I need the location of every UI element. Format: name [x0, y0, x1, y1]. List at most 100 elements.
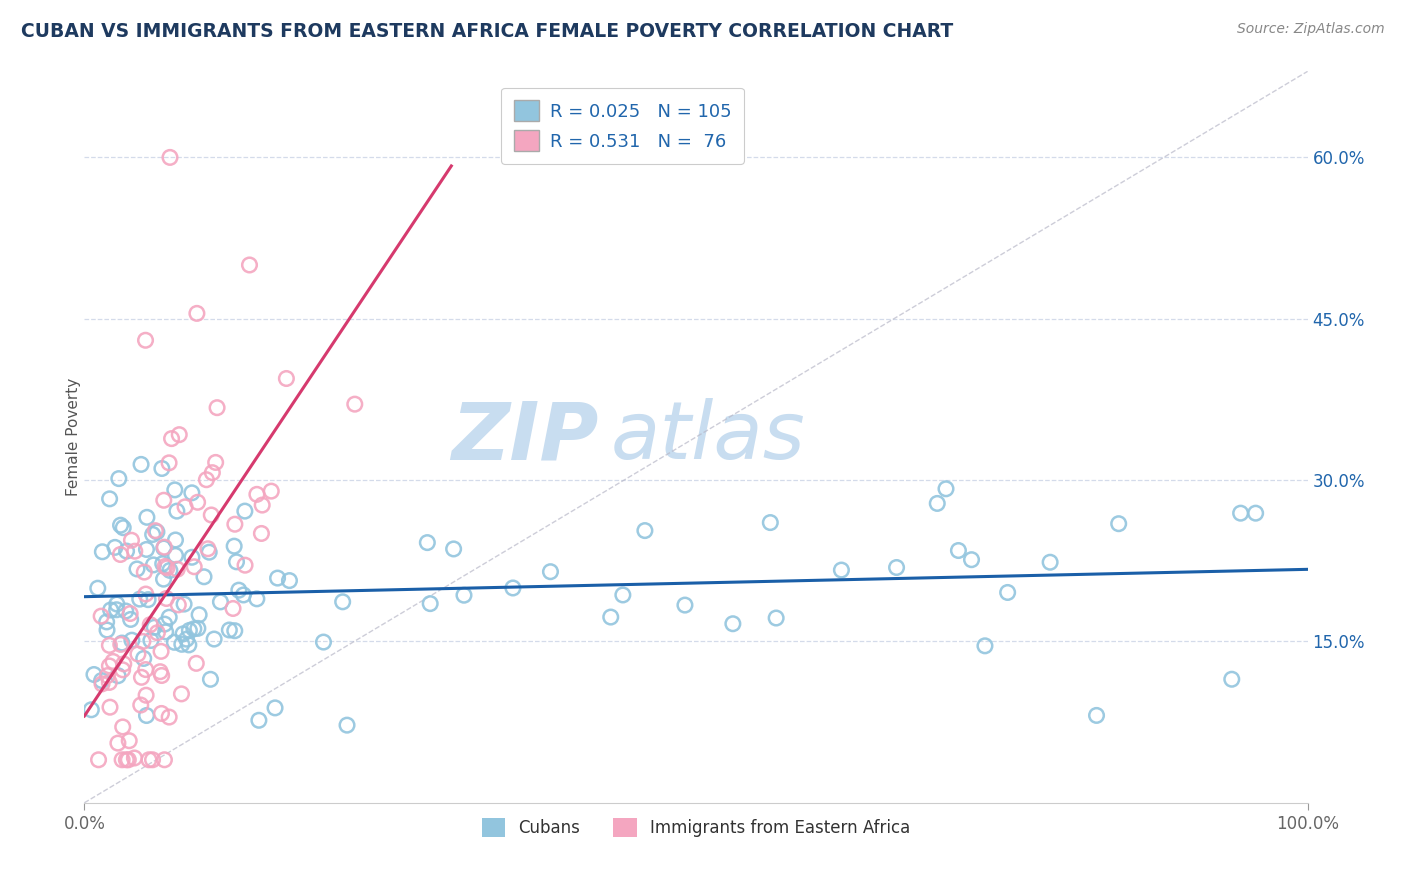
Point	[120, 612, 142, 626]
Legend: Cubans, Immigrants from Eastern Africa: Cubans, Immigrants from Eastern Africa	[474, 810, 918, 846]
Point	[159, 563, 181, 577]
Point	[129, 458, 152, 472]
Point	[80, 703, 103, 717]
Text: atlas: atlas	[610, 398, 806, 476]
Point	[187, 495, 209, 509]
Point	[121, 633, 143, 648]
Point	[173, 597, 195, 611]
Point	[166, 504, 188, 518]
Point	[612, 588, 634, 602]
Point	[225, 555, 247, 569]
Point	[128, 592, 150, 607]
Point	[276, 371, 298, 385]
Point	[129, 698, 152, 712]
Point	[343, 397, 366, 411]
Point	[98, 659, 121, 673]
Point	[218, 623, 240, 637]
Point	[98, 675, 121, 690]
Point	[135, 587, 157, 601]
Point	[160, 432, 183, 446]
Point	[114, 604, 136, 618]
Point	[1244, 506, 1267, 520]
Point	[159, 150, 181, 164]
Point	[83, 667, 105, 681]
Point	[886, 560, 908, 574]
Point	[111, 753, 134, 767]
Point	[110, 548, 132, 562]
Point	[153, 753, 176, 767]
Point	[673, 598, 696, 612]
Point	[163, 483, 186, 497]
Point	[1039, 555, 1062, 569]
Point	[90, 673, 112, 688]
Point	[228, 583, 250, 598]
Point	[416, 535, 439, 549]
Point	[135, 663, 157, 677]
Point	[135, 708, 157, 723]
Point	[540, 565, 562, 579]
Point	[224, 624, 246, 638]
Point	[170, 637, 193, 651]
Point	[332, 595, 354, 609]
Point	[166, 562, 188, 576]
Point	[143, 524, 166, 538]
Point	[155, 591, 177, 606]
Point	[183, 559, 205, 574]
Point	[195, 473, 218, 487]
Point	[312, 635, 335, 649]
Point	[264, 701, 287, 715]
Point	[197, 541, 219, 556]
Point	[948, 543, 970, 558]
Point	[250, 526, 273, 541]
Point	[260, 484, 283, 499]
Point	[179, 624, 201, 638]
Point	[187, 621, 209, 635]
Point	[247, 714, 270, 728]
Point	[135, 688, 157, 702]
Point	[177, 638, 200, 652]
Point	[204, 455, 226, 469]
Point	[96, 623, 118, 637]
Text: CUBAN VS IMMIGRANTS FROM EASTERN AFRICA FEMALE POVERTY CORRELATION CHART: CUBAN VS IMMIGRANTS FROM EASTERN AFRICA …	[21, 22, 953, 41]
Point	[172, 627, 194, 641]
Point	[98, 639, 121, 653]
Point	[111, 663, 134, 677]
Point	[974, 639, 997, 653]
Point	[336, 718, 359, 732]
Point	[104, 541, 127, 555]
Point	[233, 504, 256, 518]
Point	[135, 542, 157, 557]
Point	[183, 622, 205, 636]
Point	[152, 541, 174, 555]
Point	[238, 258, 260, 272]
Point	[935, 482, 957, 496]
Point	[765, 611, 787, 625]
Point	[155, 624, 177, 639]
Y-axis label: Female Poverty: Female Poverty	[66, 378, 80, 496]
Point	[101, 655, 124, 669]
Point	[1108, 516, 1130, 531]
Point	[96, 668, 118, 682]
Point	[108, 472, 131, 486]
Point	[152, 493, 174, 508]
Point	[246, 591, 269, 606]
Point	[193, 570, 215, 584]
Point	[165, 549, 187, 563]
Point	[152, 572, 174, 586]
Point	[209, 595, 232, 609]
Point	[502, 581, 524, 595]
Point	[233, 558, 256, 573]
Point	[1220, 672, 1243, 686]
Point	[124, 544, 146, 558]
Point	[759, 516, 782, 530]
Point	[115, 753, 138, 767]
Point	[150, 644, 173, 658]
Point	[107, 736, 129, 750]
Point	[135, 510, 157, 524]
Point	[87, 753, 110, 767]
Point	[110, 637, 132, 651]
Point	[96, 615, 118, 629]
Point	[186, 657, 208, 671]
Point	[960, 552, 983, 566]
Point	[150, 461, 173, 475]
